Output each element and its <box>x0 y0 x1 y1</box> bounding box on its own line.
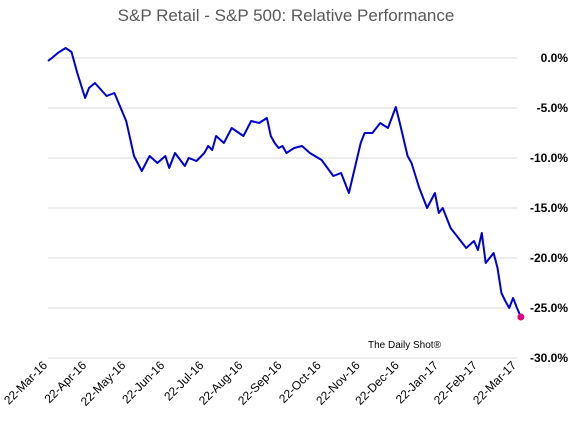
last-point-marker <box>517 313 525 321</box>
y-axis-tick-labels: 0.0% -5.0% -10.0% -15.0% -20.0% -25.0% -30.0% <box>530 51 568 365</box>
series-line <box>47 47 522 318</box>
y-tick-label: -30.0% <box>530 351 568 365</box>
y-tick-label: 0.0% <box>541 51 569 65</box>
gridlines <box>48 57 517 359</box>
x-axis-tick-labels: 22-Mar-1622-Apr-1622-May-1622-Jun-1622-J… <box>1 358 519 409</box>
y-tick-label: -25.0% <box>530 301 568 315</box>
y-tick-label: -5.0% <box>537 101 569 115</box>
x-tick-label: 22-Jun-16 <box>119 358 167 406</box>
y-tick-label: -20.0% <box>530 251 568 265</box>
x-tick-label: 22-Mar-17 <box>470 358 519 407</box>
x-tick-label: 22-Mar-16 <box>1 358 50 407</box>
chart-title: S&P Retail - S&P 500: Relative Performan… <box>118 6 455 25</box>
y-tick-label: -10.0% <box>530 151 568 165</box>
y-tick-label: -15.0% <box>530 201 568 215</box>
watermark-text: The Daily Shot® <box>368 340 442 351</box>
